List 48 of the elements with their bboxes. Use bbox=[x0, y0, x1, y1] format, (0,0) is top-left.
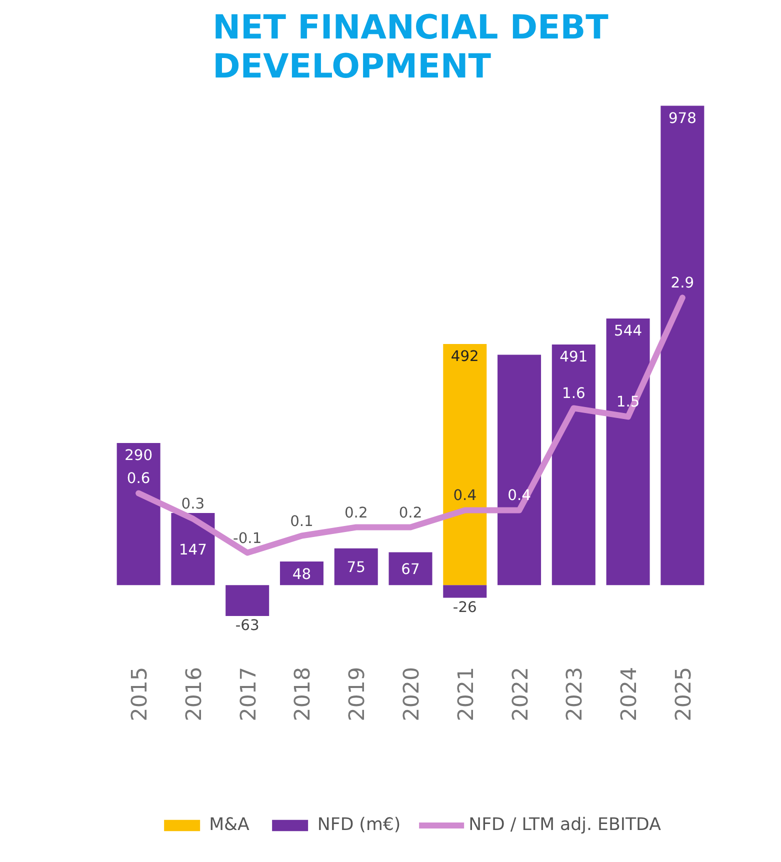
data-label: 0.2 bbox=[398, 504, 422, 522]
data-label: 0.6 bbox=[126, 470, 150, 488]
data-label: 67 bbox=[401, 561, 420, 578]
x-tick-label: 2017 bbox=[236, 666, 262, 722]
chart-title: NET FINANCIAL DEBT DEVELOPMENT bbox=[212, 8, 609, 86]
x-tick-label: 2016 bbox=[182, 666, 207, 722]
data-label: 48 bbox=[292, 566, 312, 583]
data-label: 0.4 bbox=[453, 487, 477, 504]
legend-label: M&A bbox=[209, 815, 250, 835]
data-label: 1.5 bbox=[616, 394, 640, 411]
x-tick-label: 2015 bbox=[128, 666, 153, 722]
x-tick-label: 2024 bbox=[617, 666, 642, 722]
data-label: 147 bbox=[178, 542, 207, 559]
data-label: 978 bbox=[668, 110, 696, 127]
data-label: -0.1 bbox=[233, 530, 262, 547]
legend-label: NFD (m€) bbox=[317, 815, 401, 835]
bar bbox=[334, 548, 378, 586]
data-label: -26 bbox=[452, 598, 477, 616]
bar bbox=[443, 585, 487, 598]
bar bbox=[660, 106, 704, 586]
x-tick-label: 2025 bbox=[671, 666, 696, 722]
bar bbox=[606, 318, 650, 586]
bar bbox=[226, 585, 270, 616]
data-label: 0.3 bbox=[181, 496, 205, 513]
bar bbox=[116, 442, 160, 586]
data-label: 492 bbox=[450, 348, 479, 365]
bar bbox=[552, 344, 596, 586]
data-label: 0.2 bbox=[344, 504, 368, 522]
data-label: 544 bbox=[614, 322, 642, 340]
data-label: 491 bbox=[560, 348, 588, 366]
x-tick-label: 2021 bbox=[454, 666, 479, 722]
data-label: 2.9 bbox=[670, 274, 694, 292]
data-label: 75 bbox=[346, 559, 366, 576]
data-label: 0.1 bbox=[290, 512, 314, 530]
data-label: 0.4 bbox=[508, 487, 531, 504]
legend-label: NFD / LTM adj. EBITDA bbox=[468, 815, 661, 835]
x-tick-label: 2020 bbox=[400, 666, 424, 722]
data-label: 1.6 bbox=[562, 385, 586, 402]
x-tick-label: 2018 bbox=[290, 666, 316, 722]
x-tick-label: 2019 bbox=[345, 666, 370, 722]
data-label: 290 bbox=[124, 446, 153, 464]
bar bbox=[388, 552, 432, 586]
bar bbox=[280, 562, 324, 586]
x-tick-label: 2022 bbox=[508, 666, 534, 722]
data-label: -63 bbox=[235, 616, 260, 634]
bar bbox=[443, 344, 487, 586]
bar bbox=[498, 354, 542, 586]
x-tick-label: 2023 bbox=[562, 666, 588, 722]
